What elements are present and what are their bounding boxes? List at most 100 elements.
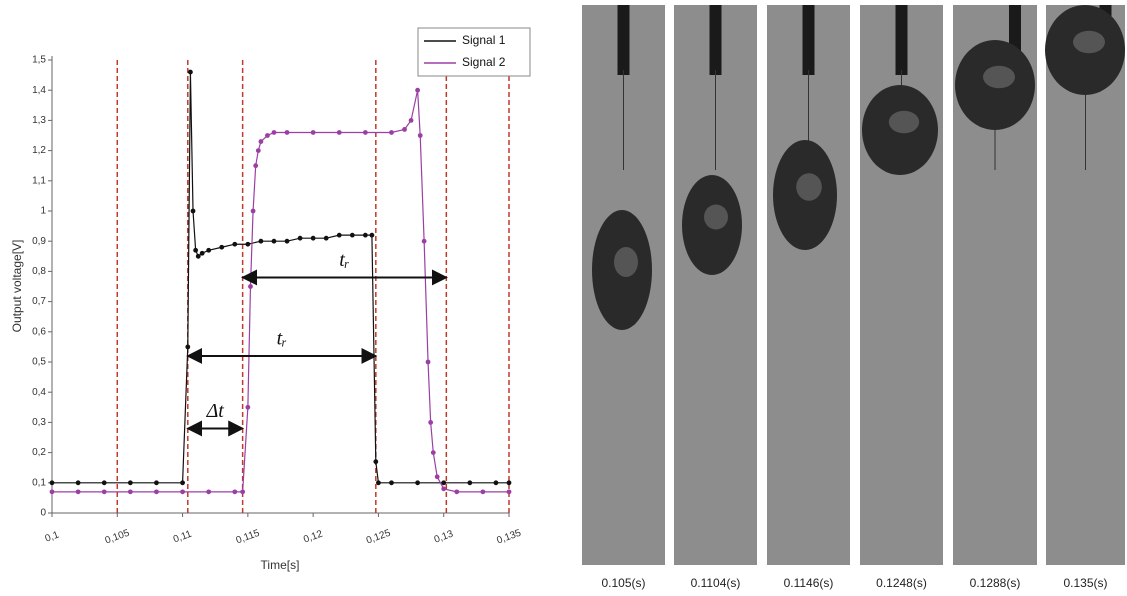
data-point bbox=[430, 450, 436, 455]
y-tick-label: 1,3 bbox=[32, 115, 46, 126]
data-point bbox=[389, 480, 394, 486]
data-point bbox=[185, 344, 191, 350]
x-tick-label: 0,13 bbox=[433, 528, 455, 545]
droplet-highlight bbox=[704, 204, 728, 230]
x-tick-label: 0,115 bbox=[235, 528, 262, 547]
droplet-highlight bbox=[888, 110, 920, 134]
x-tick-label: 0,105 bbox=[104, 528, 132, 547]
y-tick-label: 1 bbox=[40, 206, 46, 217]
data-point bbox=[415, 480, 420, 486]
y-tick-label: 0 bbox=[40, 508, 46, 519]
droplet-highlight bbox=[983, 65, 1015, 89]
data-point bbox=[389, 130, 394, 135]
data-point bbox=[417, 133, 423, 138]
data-point bbox=[284, 238, 290, 244]
data-point bbox=[49, 489, 55, 495]
y-tick-label: 1,1 bbox=[32, 175, 46, 186]
legend-label: Signal 1 bbox=[462, 33, 506, 47]
data-point bbox=[127, 480, 133, 486]
needle bbox=[802, 5, 815, 75]
y-tick-label: 0,7 bbox=[32, 296, 46, 307]
data-point bbox=[493, 480, 499, 486]
y-tick-label: 0,2 bbox=[32, 447, 46, 458]
needle bbox=[709, 5, 722, 75]
data-point bbox=[101, 489, 107, 495]
legend-box bbox=[417, 27, 531, 77]
data-point bbox=[232, 489, 238, 495]
data-point bbox=[373, 459, 379, 465]
data-point bbox=[425, 359, 431, 365]
data-point bbox=[154, 480, 159, 486]
data-point bbox=[271, 238, 277, 244]
data-point bbox=[180, 480, 185, 486]
frames: 0.105(s) 0.1104(s) 0.1146(s) 0.1248(s) 0.128… bbox=[582, 5, 1125, 590]
y-tick-label: 0,9 bbox=[32, 236, 46, 247]
series-line bbox=[52, 72, 509, 484]
data-point bbox=[75, 489, 81, 495]
data-point bbox=[441, 480, 447, 486]
frame-caption: 0.135(s) bbox=[1063, 576, 1107, 590]
data-point bbox=[248, 284, 253, 289]
x-tick-label: 0,125 bbox=[365, 528, 393, 547]
data-point bbox=[258, 238, 264, 244]
data-point bbox=[180, 489, 185, 495]
y-axis-label: Output voltage[V] bbox=[10, 240, 24, 333]
annotation-label: tᵣ bbox=[277, 328, 288, 350]
series-line bbox=[52, 90, 509, 493]
y-tick-label: 0,6 bbox=[32, 326, 46, 337]
data-point bbox=[415, 87, 420, 93]
y-tick-label: 0,4 bbox=[32, 387, 46, 398]
y-tick-label: 0,3 bbox=[32, 417, 46, 428]
data-point bbox=[250, 208, 256, 214]
data-point bbox=[376, 480, 381, 486]
droplet-highlight bbox=[614, 247, 638, 277]
x-tick-label: 0,11 bbox=[172, 529, 194, 546]
data-point bbox=[199, 250, 205, 256]
data-point bbox=[454, 489, 460, 495]
data-point bbox=[284, 130, 290, 135]
data-point bbox=[265, 133, 270, 138]
data-point bbox=[195, 253, 201, 259]
frame-caption: 0.1104(s) bbox=[691, 576, 741, 590]
y-tick-label: 0,5 bbox=[32, 357, 46, 368]
data-point bbox=[480, 489, 486, 495]
data-point bbox=[297, 235, 303, 241]
x-tick-label: 0,135 bbox=[495, 528, 523, 547]
data-point bbox=[245, 241, 251, 247]
data-point bbox=[232, 241, 238, 247]
data-point bbox=[206, 247, 212, 253]
y-tick-label: 1,4 bbox=[32, 85, 46, 96]
data-point bbox=[349, 232, 355, 238]
x-axis-label: Time[s] bbox=[261, 558, 300, 572]
data-point bbox=[49, 480, 55, 486]
annotation-label: Δt bbox=[206, 400, 225, 422]
data-point bbox=[75, 480, 81, 486]
y-tick-label: 1,5 bbox=[32, 55, 46, 66]
data-point bbox=[362, 232, 368, 238]
data-point bbox=[506, 480, 512, 486]
needle bbox=[895, 5, 908, 75]
data-point bbox=[188, 69, 193, 75]
data-point bbox=[253, 163, 259, 169]
data-point bbox=[193, 247, 199, 253]
data-point bbox=[467, 480, 473, 486]
data-point bbox=[506, 489, 512, 495]
y-tick-label: 0,1 bbox=[32, 477, 46, 488]
data-point bbox=[336, 232, 342, 238]
data-point bbox=[271, 130, 277, 135]
data-point bbox=[219, 244, 225, 250]
data-point bbox=[154, 489, 159, 495]
data-point bbox=[402, 127, 407, 132]
data-point bbox=[310, 130, 316, 135]
data-point bbox=[428, 420, 434, 425]
data-point bbox=[421, 238, 427, 244]
data-point bbox=[206, 489, 212, 495]
frame-caption: 0.1288(s) bbox=[970, 576, 1021, 590]
data-point bbox=[441, 486, 447, 492]
frame-caption: 0.105(s) bbox=[601, 576, 645, 590]
data-point bbox=[258, 139, 264, 144]
legend-label: Signal 2 bbox=[462, 55, 506, 69]
data-point bbox=[127, 489, 133, 495]
data-point bbox=[240, 489, 246, 495]
